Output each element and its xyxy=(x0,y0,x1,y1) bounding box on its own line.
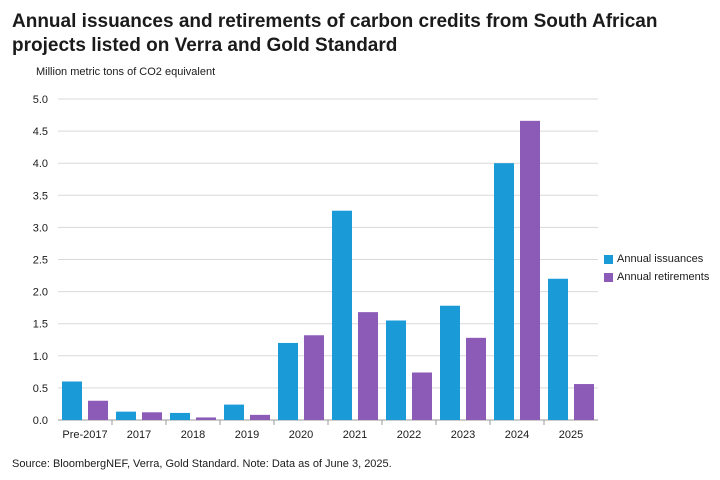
bar-retirements-pre-2017 xyxy=(88,400,108,420)
bar-issuances-2018 xyxy=(170,412,190,420)
bar-issuances-pre-2017 xyxy=(62,381,82,420)
x-tick-label: 2017 xyxy=(127,429,151,441)
x-tick-label: 2018 xyxy=(181,429,205,441)
legend-item-retirements: Annual retirements xyxy=(604,268,709,286)
bar-retirements-2023 xyxy=(466,337,486,420)
x-tick-label: 2024 xyxy=(505,429,529,441)
y-tick-label: 1.5 xyxy=(33,319,48,331)
bar-retirements-2024 xyxy=(520,120,540,420)
legend-label-retirements: Annual retirements xyxy=(617,271,710,283)
y-tick-labels: 0.0 0.5 1.0 1.5 2.0 2.5 3.0 3.5 4.0 4.5 5.0 xyxy=(33,94,48,427)
x-tick-label: 2020 xyxy=(289,429,313,441)
y-tick-label: 4.5 xyxy=(33,126,48,138)
legend-swatch-retirements xyxy=(604,272,613,282)
legend-swatch-issuances xyxy=(604,254,613,264)
bars xyxy=(62,120,594,420)
bar-issuances-2020 xyxy=(278,342,298,420)
legend: Annual issuances Annual retirements xyxy=(604,250,709,286)
y-tick-label: 0.0 xyxy=(33,415,48,427)
y-tick-label: 4.0 xyxy=(33,158,48,170)
bar-issuances-2021 xyxy=(332,210,352,420)
y-tick-label: 5.0 xyxy=(33,94,48,106)
y-tick-label: 1.0 xyxy=(33,351,48,363)
bar-retirements-2020 xyxy=(304,335,324,420)
x-tick-label: 2023 xyxy=(451,429,475,441)
bar-retirements-2018 xyxy=(196,417,216,420)
x-tick-labels: Pre-2017 2017 2018 2019 2020 2021 2022 2023 2024… xyxy=(62,420,583,441)
y-tick-label: 0.5 xyxy=(33,383,48,395)
bar-issuances-2024 xyxy=(494,163,514,420)
y-tick-label: 2.5 xyxy=(33,255,48,267)
bar-retirements-2022 xyxy=(412,372,432,420)
bar-issuances-2023 xyxy=(440,305,460,420)
y-tick-label: 2.0 xyxy=(33,287,48,299)
bar-retirements-2019 xyxy=(250,414,270,420)
x-tick-label: 2021 xyxy=(343,429,367,441)
legend-item-issuances: Annual issuances xyxy=(604,250,709,268)
bar-issuances-2022 xyxy=(386,320,406,420)
x-tick-label: 2019 xyxy=(235,429,259,441)
chart-title: Annual issuances and retirements of carb… xyxy=(12,11,658,56)
bar-issuances-2019 xyxy=(224,404,244,420)
y-tick-label: 3.0 xyxy=(33,222,48,234)
y-axis-label: Million metric tons of CO2 equivalent xyxy=(36,66,216,78)
x-tick-label: 2025 xyxy=(559,429,583,441)
source-note: Source: BloombergNEF, Verra, Gold Standa… xyxy=(12,458,392,470)
legend-label-issuances: Annual issuances xyxy=(617,253,704,265)
bar-issuances-2025 xyxy=(548,278,568,420)
x-tick-label: Pre-2017 xyxy=(62,429,107,441)
bar-retirements-2021 xyxy=(358,312,378,420)
bar-issuances-2017 xyxy=(116,411,136,420)
gridlines xyxy=(58,98,598,421)
bar-retirements-2025 xyxy=(574,384,594,420)
y-tick-label: 3.5 xyxy=(33,190,48,202)
bar-retirements-2017 xyxy=(142,412,162,420)
x-tick-label: 2022 xyxy=(397,429,421,441)
